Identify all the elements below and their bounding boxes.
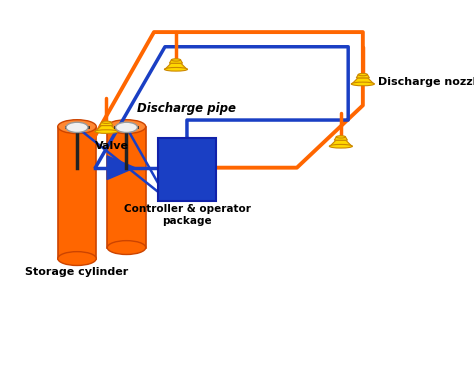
- Polygon shape: [107, 156, 135, 180]
- Ellipse shape: [66, 122, 88, 132]
- Text: Valve: Valve: [95, 141, 129, 151]
- Polygon shape: [356, 75, 369, 78]
- Polygon shape: [330, 140, 352, 146]
- Polygon shape: [95, 125, 118, 132]
- Ellipse shape: [107, 120, 146, 134]
- Ellipse shape: [164, 67, 188, 71]
- Ellipse shape: [171, 59, 181, 61]
- Ellipse shape: [95, 130, 118, 134]
- Ellipse shape: [102, 121, 111, 124]
- Polygon shape: [100, 122, 113, 125]
- Ellipse shape: [358, 73, 367, 76]
- Ellipse shape: [329, 144, 352, 148]
- Polygon shape: [352, 78, 374, 84]
- Polygon shape: [169, 60, 182, 63]
- Polygon shape: [158, 138, 216, 201]
- Polygon shape: [107, 126, 146, 247]
- Ellipse shape: [351, 82, 374, 86]
- Ellipse shape: [336, 136, 346, 138]
- Text: Controller & operator
package: Controller & operator package: [124, 204, 250, 226]
- Ellipse shape: [107, 241, 146, 254]
- Ellipse shape: [116, 122, 137, 132]
- Polygon shape: [165, 63, 187, 69]
- Ellipse shape: [58, 120, 96, 134]
- Text: Discharge nozzles: Discharge nozzles: [377, 77, 474, 87]
- Polygon shape: [334, 137, 347, 140]
- Polygon shape: [58, 126, 96, 259]
- Ellipse shape: [58, 251, 96, 266]
- Text: Storage cylinder: Storage cylinder: [26, 267, 128, 277]
- Text: Discharge pipe: Discharge pipe: [137, 102, 237, 115]
